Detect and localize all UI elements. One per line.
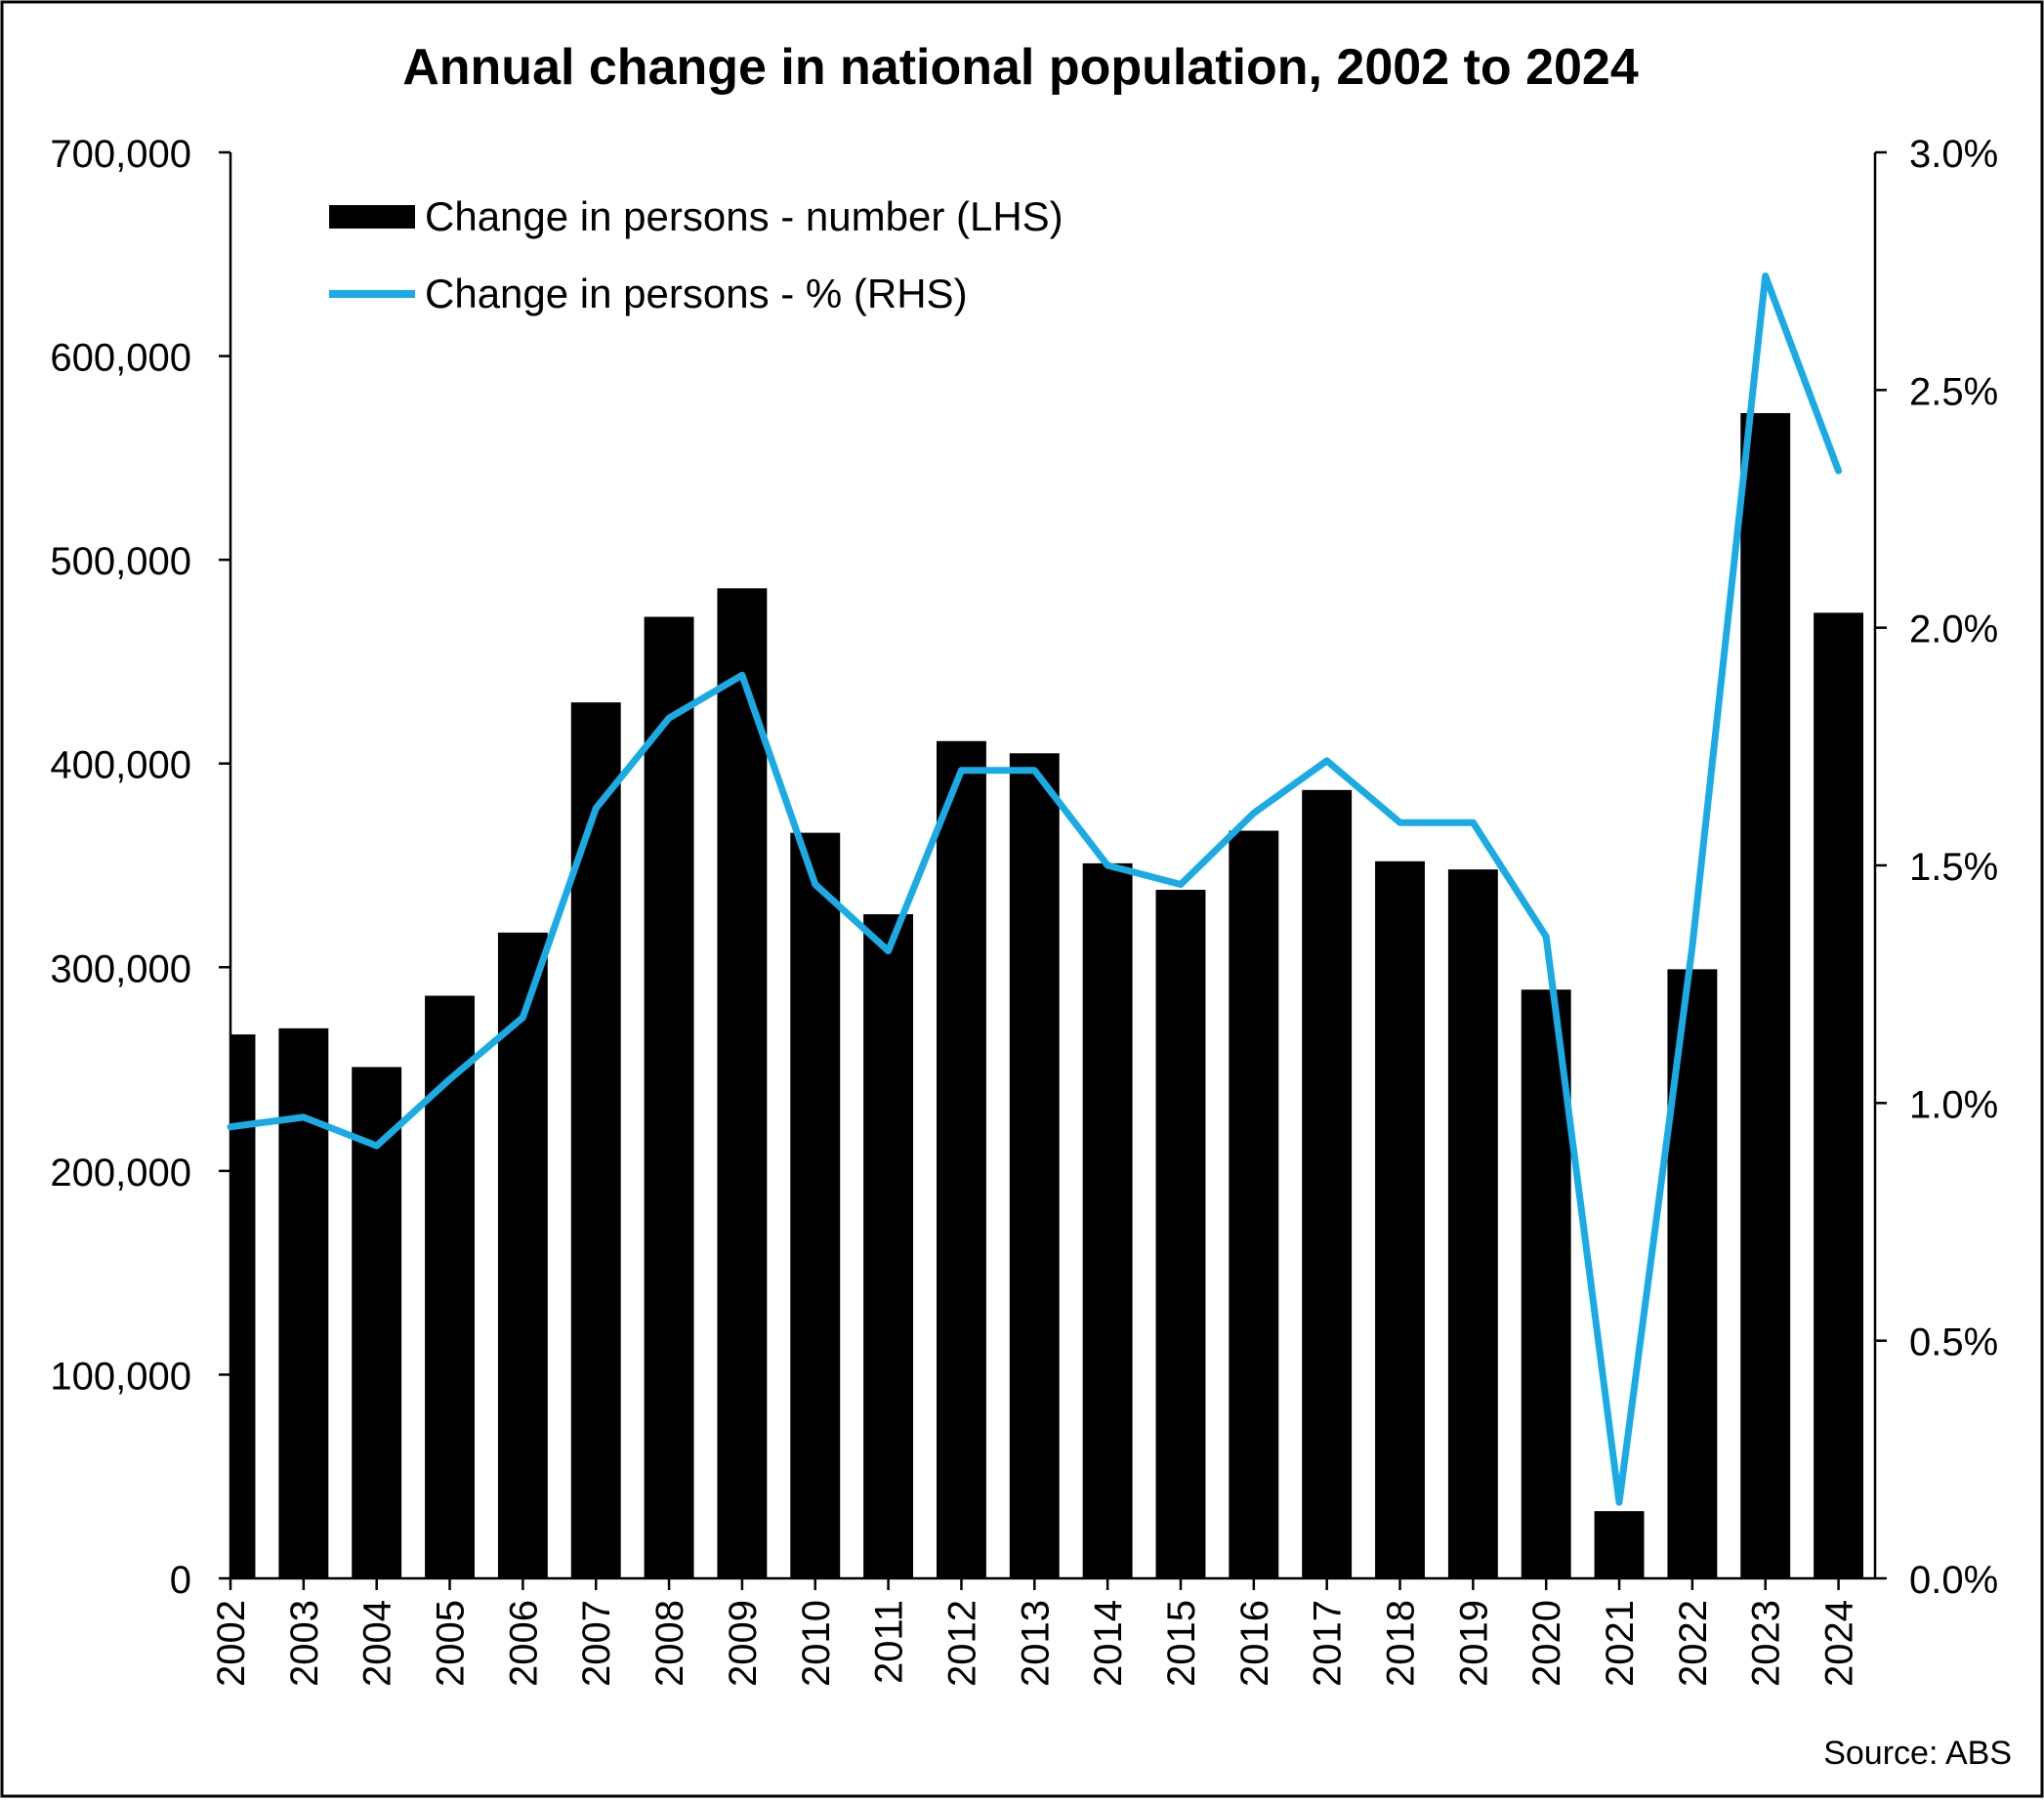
legend-swatch-number <box>329 205 415 229</box>
bar-2015 <box>1156 890 1206 1578</box>
bar-2010 <box>790 833 840 1578</box>
bar-2011 <box>863 914 913 1578</box>
bar-2018 <box>1375 861 1425 1578</box>
bar-2019 <box>1448 869 1498 1578</box>
bar-2017 <box>1302 790 1352 1578</box>
y-left-tick-label: 500,000 <box>50 540 191 583</box>
y-right-tick-label: 0.0% <box>1909 1559 1998 1602</box>
y-left-tick-label: 700,000 <box>50 133 191 176</box>
bar-2024 <box>1814 612 1863 1578</box>
x-tick-label-2010: 2010 <box>795 1600 838 1687</box>
y-right-tick-label: 3.0% <box>1909 133 1998 176</box>
legend-label-percent: Change in persons - % (RHS) <box>425 271 968 316</box>
x-tick-label-2023: 2023 <box>1745 1600 1788 1687</box>
y-left-tick-label: 400,000 <box>50 744 191 787</box>
bar-2021 <box>1595 1511 1645 1578</box>
bar-2013 <box>1010 753 1060 1578</box>
x-tick-label-2020: 2020 <box>1525 1600 1568 1687</box>
y-left-tick-label: 600,000 <box>50 337 191 380</box>
x-tick-label-2005: 2005 <box>430 1600 473 1687</box>
y-left-tick-label: 100,000 <box>50 1355 191 1398</box>
x-tick-label-2008: 2008 <box>648 1600 691 1687</box>
y-left-tick-label: 200,000 <box>50 1152 191 1195</box>
x-tick-label-2015: 2015 <box>1160 1600 1203 1687</box>
x-tick-label-2007: 2007 <box>575 1600 618 1687</box>
x-tick-label-2011: 2011 <box>868 1600 911 1684</box>
legend-label-number: Change in persons - number (LHS) <box>425 193 1064 239</box>
x-tick-label-2012: 2012 <box>940 1600 983 1687</box>
x-tick-label-2006: 2006 <box>502 1600 545 1687</box>
bar-2003 <box>278 1028 328 1578</box>
x-tick-label-2022: 2022 <box>1672 1600 1715 1687</box>
y-right-tick-label: 2.5% <box>1909 370 1998 413</box>
x-tick-label-2018: 2018 <box>1380 1600 1423 1687</box>
x-tick-label-2003: 2003 <box>283 1600 326 1687</box>
y-left-tick-label: 0 <box>170 1559 191 1602</box>
source-note: Source: ABS <box>1823 1735 2012 1772</box>
bar-2023 <box>1740 413 1790 1578</box>
bar-2012 <box>937 741 986 1578</box>
x-tick-label-2002: 2002 <box>210 1600 253 1687</box>
bar-2009 <box>717 588 767 1578</box>
x-tick-label-2013: 2013 <box>1014 1600 1057 1687</box>
x-tick-label-2019: 2019 <box>1452 1600 1495 1687</box>
bar-2014 <box>1083 863 1133 1578</box>
x-tick-label-2021: 2021 <box>1599 1600 1642 1687</box>
x-tick-label-2014: 2014 <box>1087 1600 1130 1687</box>
y-right-tick-label: 0.5% <box>1909 1321 1998 1364</box>
bar-2007 <box>571 702 621 1578</box>
y-right-tick-label: 1.0% <box>1909 1083 1998 1126</box>
bar-2008 <box>645 617 694 1578</box>
x-tick-label-2009: 2009 <box>722 1600 765 1687</box>
x-tick-label-2017: 2017 <box>1307 1600 1350 1687</box>
y-right-tick-label: 2.0% <box>1909 608 1998 651</box>
x-tick-label-2004: 2004 <box>356 1600 399 1687</box>
y-right-tick-label: 1.5% <box>1909 846 1998 889</box>
x-tick-label-2016: 2016 <box>1233 1600 1276 1687</box>
x-tick-label-2024: 2024 <box>1818 1600 1861 1687</box>
y-left-tick-label: 300,000 <box>50 947 191 990</box>
bar-2016 <box>1229 831 1278 1578</box>
chart-title: Annual change in national population, 20… <box>402 39 1639 96</box>
